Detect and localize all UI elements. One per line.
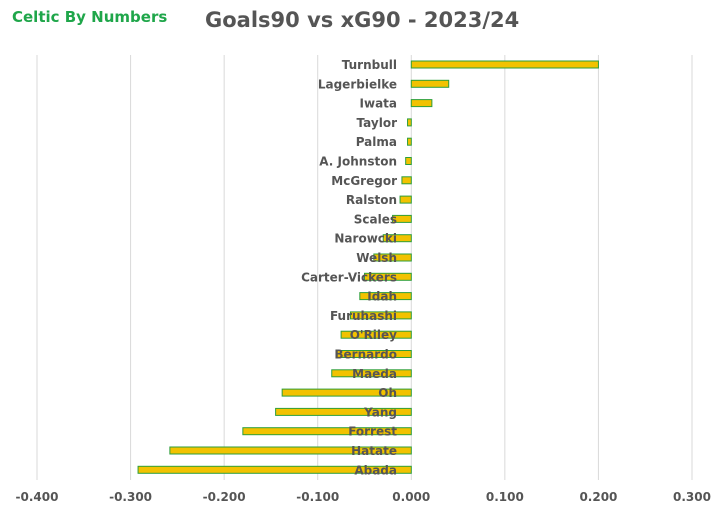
category-label: Forrest	[348, 425, 397, 439]
x-axis-tick-labels: -0.400 -0.300 -0.200 -0.100 0.000 0.100 0.200 0…	[16, 490, 711, 504]
bar	[392, 214, 412, 223]
category-label: Scales	[354, 212, 397, 226]
bar	[410, 79, 450, 88]
bar	[401, 176, 412, 185]
category-label: Maeda	[352, 367, 397, 381]
category-label: O'Riley	[350, 328, 397, 342]
bar	[399, 195, 412, 204]
bar	[373, 253, 412, 262]
bar	[364, 272, 412, 281]
bar	[340, 330, 412, 339]
category-label: A. Johnston	[319, 155, 397, 169]
category-label: Yang	[363, 405, 397, 419]
category-label: Furuhashi	[330, 309, 397, 323]
category-label: Bernardo	[334, 348, 397, 362]
bar	[169, 446, 412, 455]
category-label: Palma	[356, 135, 397, 149]
bar	[281, 388, 412, 397]
bar	[331, 369, 412, 378]
bar	[359, 292, 412, 301]
x-tick-label: 0.000	[392, 490, 430, 504]
category-label: Lagerbielke	[318, 77, 397, 91]
bar	[335, 350, 412, 358]
bar	[275, 407, 412, 416]
bar	[410, 60, 599, 69]
x-tick-label: -0.200	[203, 490, 246, 504]
category-label: Ralston	[346, 193, 397, 207]
x-tick-label: -0.100	[296, 490, 339, 504]
x-tick-label: 0.200	[579, 490, 617, 504]
category-label: Carter-Vickers	[301, 270, 397, 284]
x-tick-label: -0.300	[109, 490, 152, 504]
x-tick-label: -0.400	[16, 490, 59, 504]
category-label: Idah	[367, 290, 397, 304]
category-label: McGregor	[331, 174, 397, 188]
bar	[407, 137, 412, 146]
bar	[382, 234, 412, 243]
category-label: Welsh	[356, 251, 397, 265]
category-label: Oh	[378, 386, 397, 400]
bar	[242, 427, 412, 436]
chart-title: Goals90 vs xG90 - 2023/24	[205, 8, 520, 32]
bars	[137, 60, 599, 474]
bar	[407, 118, 412, 127]
category-label: Abada	[354, 463, 397, 477]
category-label: Narowcki	[334, 232, 397, 246]
category-labels: Turnbull Lagerbielke Iwata Taylor Palma A. Jo…	[301, 58, 397, 477]
x-tick-label: 0.100	[486, 490, 524, 504]
bar	[137, 465, 412, 474]
brand-label: Celtic By Numbers	[12, 8, 168, 26]
category-label: Taylor	[357, 116, 398, 130]
category-label: Hatate	[351, 444, 397, 458]
bar	[405, 157, 412, 165]
bar	[349, 311, 412, 320]
x-tick-label: 0.300	[673, 490, 711, 504]
category-label: Turnbull	[342, 58, 397, 72]
category-label: Iwata	[360, 97, 397, 111]
bar	[410, 99, 433, 108]
